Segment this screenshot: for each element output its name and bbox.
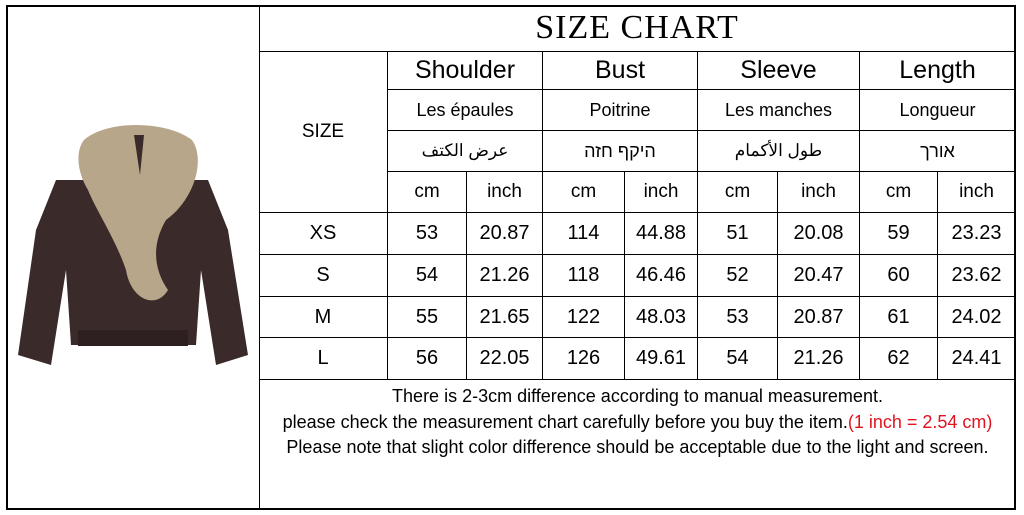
length-cm: 59 [860,213,938,255]
header-length-fr: Longueur [860,90,1016,131]
shoulder-inch: 20.87 [467,213,543,255]
sleeve-inch: 20.08 [778,213,860,255]
note-check: please check the measurement chart caref… [259,410,1016,436]
product-photo-jacket [6,5,260,510]
length-inch: 24.02 [938,297,1016,338]
unit-inch: inch [778,172,860,213]
note-check-text: please check the measurement chart caref… [282,411,848,432]
bust-cm: 118 [543,255,625,297]
length-inch: 23.62 [938,255,1016,297]
shoulder-cm: 53 [388,213,467,255]
unit-cm: cm [698,172,778,213]
shoulder-cm: 55 [388,297,467,338]
header-bust-fr: Poitrine [543,90,698,131]
size-M: M [259,297,388,338]
length-cm: 60 [860,255,938,297]
length-inch: 23.23 [938,213,1016,255]
note-measurement: There is 2-3cm difference according to m… [392,386,883,406]
bust-inch: 49.61 [625,338,698,380]
unit-cm: cm [543,172,625,213]
shoulder-inch: 22.05 [467,338,543,380]
size-S: S [259,255,388,297]
bust-cm: 122 [543,297,625,338]
note-color: Please note that slight color difference… [286,437,989,457]
jacket-waistband [78,330,188,346]
unit-inch: inch [467,172,543,213]
shoulder-cm: 54 [388,255,467,297]
unit-inch: inch [938,172,1016,213]
unit-cm: cm [860,172,938,213]
sleeve-cm: 52 [698,255,778,297]
length-cm: 61 [860,297,938,338]
length-cm: 62 [860,338,938,380]
size-header: SIZE [259,52,388,213]
bust-inch: 48.03 [625,297,698,338]
length-inch: 24.41 [938,338,1016,380]
jacket-illustration [18,125,248,365]
unit-inch: inch [625,172,698,213]
bust-cm: 114 [543,213,625,255]
sleeve-inch: 21.26 [778,338,860,380]
bust-inch: 46.46 [625,255,698,297]
shoulder-inch: 21.65 [467,297,543,338]
header-bust: Bust [543,52,698,90]
header-shoulder-ar: عرض الكتف [388,131,543,172]
bust-inch: 44.88 [625,213,698,255]
header-length-he: ךרוא [860,131,1016,172]
header-length: Length [860,52,1016,90]
chart-title: SIZE CHART [259,5,1016,52]
size-XS: XS [259,213,388,255]
notes: There is 2-3cm difference according to m… [259,380,1016,510]
sleeve-inch: 20.47 [778,255,860,297]
header-sleeve: Sleeve [698,52,860,90]
unit-cm: cm [388,172,467,213]
sleeve-inch: 20.87 [778,297,860,338]
bust-cm: 126 [543,338,625,380]
collar-gap [134,135,144,175]
size-L: L [259,338,388,380]
sleeve-cm: 51 [698,213,778,255]
header-bust-he: הזח ףקיה [543,131,698,172]
sleeve-cm: 54 [698,338,778,380]
sleeve-cm: 53 [698,297,778,338]
shoulder-cm: 56 [388,338,467,380]
header-shoulder-fr: Les épaules [388,90,543,131]
header-sleeve-fr: Les manches [698,90,860,131]
header-shoulder: Shoulder [388,52,543,90]
header-sleeve-ar: طول الأكمام [698,131,860,172]
shoulder-inch: 21.26 [467,255,543,297]
fur-collar [78,125,198,301]
note-inch-conversion: (1 inch = 2.54 cm) [847,411,993,432]
